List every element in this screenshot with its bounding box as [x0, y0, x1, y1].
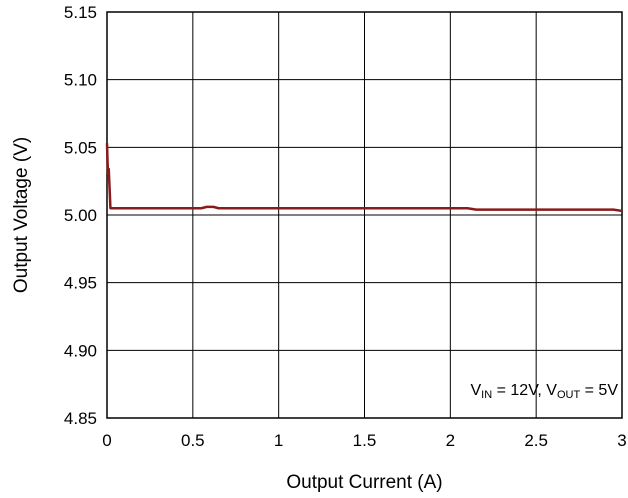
vin-subscript: IN	[481, 389, 492, 401]
series-line	[105, 143, 623, 213]
y-tick-label: 5.10	[64, 71, 97, 90]
x-tick-label: 0.5	[181, 431, 205, 450]
x-tick-label: 0	[102, 431, 111, 450]
x-tick-label: 3	[617, 431, 626, 450]
x-tick-label: 1	[274, 431, 283, 450]
y-tick-label: 5.15	[64, 3, 97, 22]
x-tick-label: 2.5	[524, 431, 548, 450]
vout-value: = 5V	[580, 382, 618, 399]
grid-lines	[106, 11, 623, 419]
tick-labels: 0 0.5 1 1.5 2 2.5 3 4.85 4.90 4.95 5.00 5.05 5.10 5.1…	[64, 3, 627, 450]
vin-value: = 12V,	[492, 382, 546, 399]
vin-symbol: V	[470, 382, 481, 399]
y-tick-label: 4.95	[64, 274, 97, 293]
y-tick-label: 5.05	[64, 138, 97, 157]
vout-symbol: V	[546, 382, 557, 399]
x-tick-label: 1.5	[353, 431, 377, 450]
y-tick-label: 5.00	[64, 206, 97, 225]
y-tick-label: 4.85	[64, 409, 97, 428]
y-axis-title: Output Voltage (V)	[11, 137, 32, 293]
x-tick-label: 2	[446, 431, 455, 450]
y-tick-label: 4.90	[64, 341, 97, 360]
vout-subscript: OUT	[557, 389, 581, 401]
plot-frame	[106, 11, 623, 419]
conditions-annotation: VIN = 12V, VOUT = 5V	[470, 382, 618, 401]
x-axis-title: Output Current (A)	[286, 472, 442, 493]
series-layer	[105, 143, 623, 213]
